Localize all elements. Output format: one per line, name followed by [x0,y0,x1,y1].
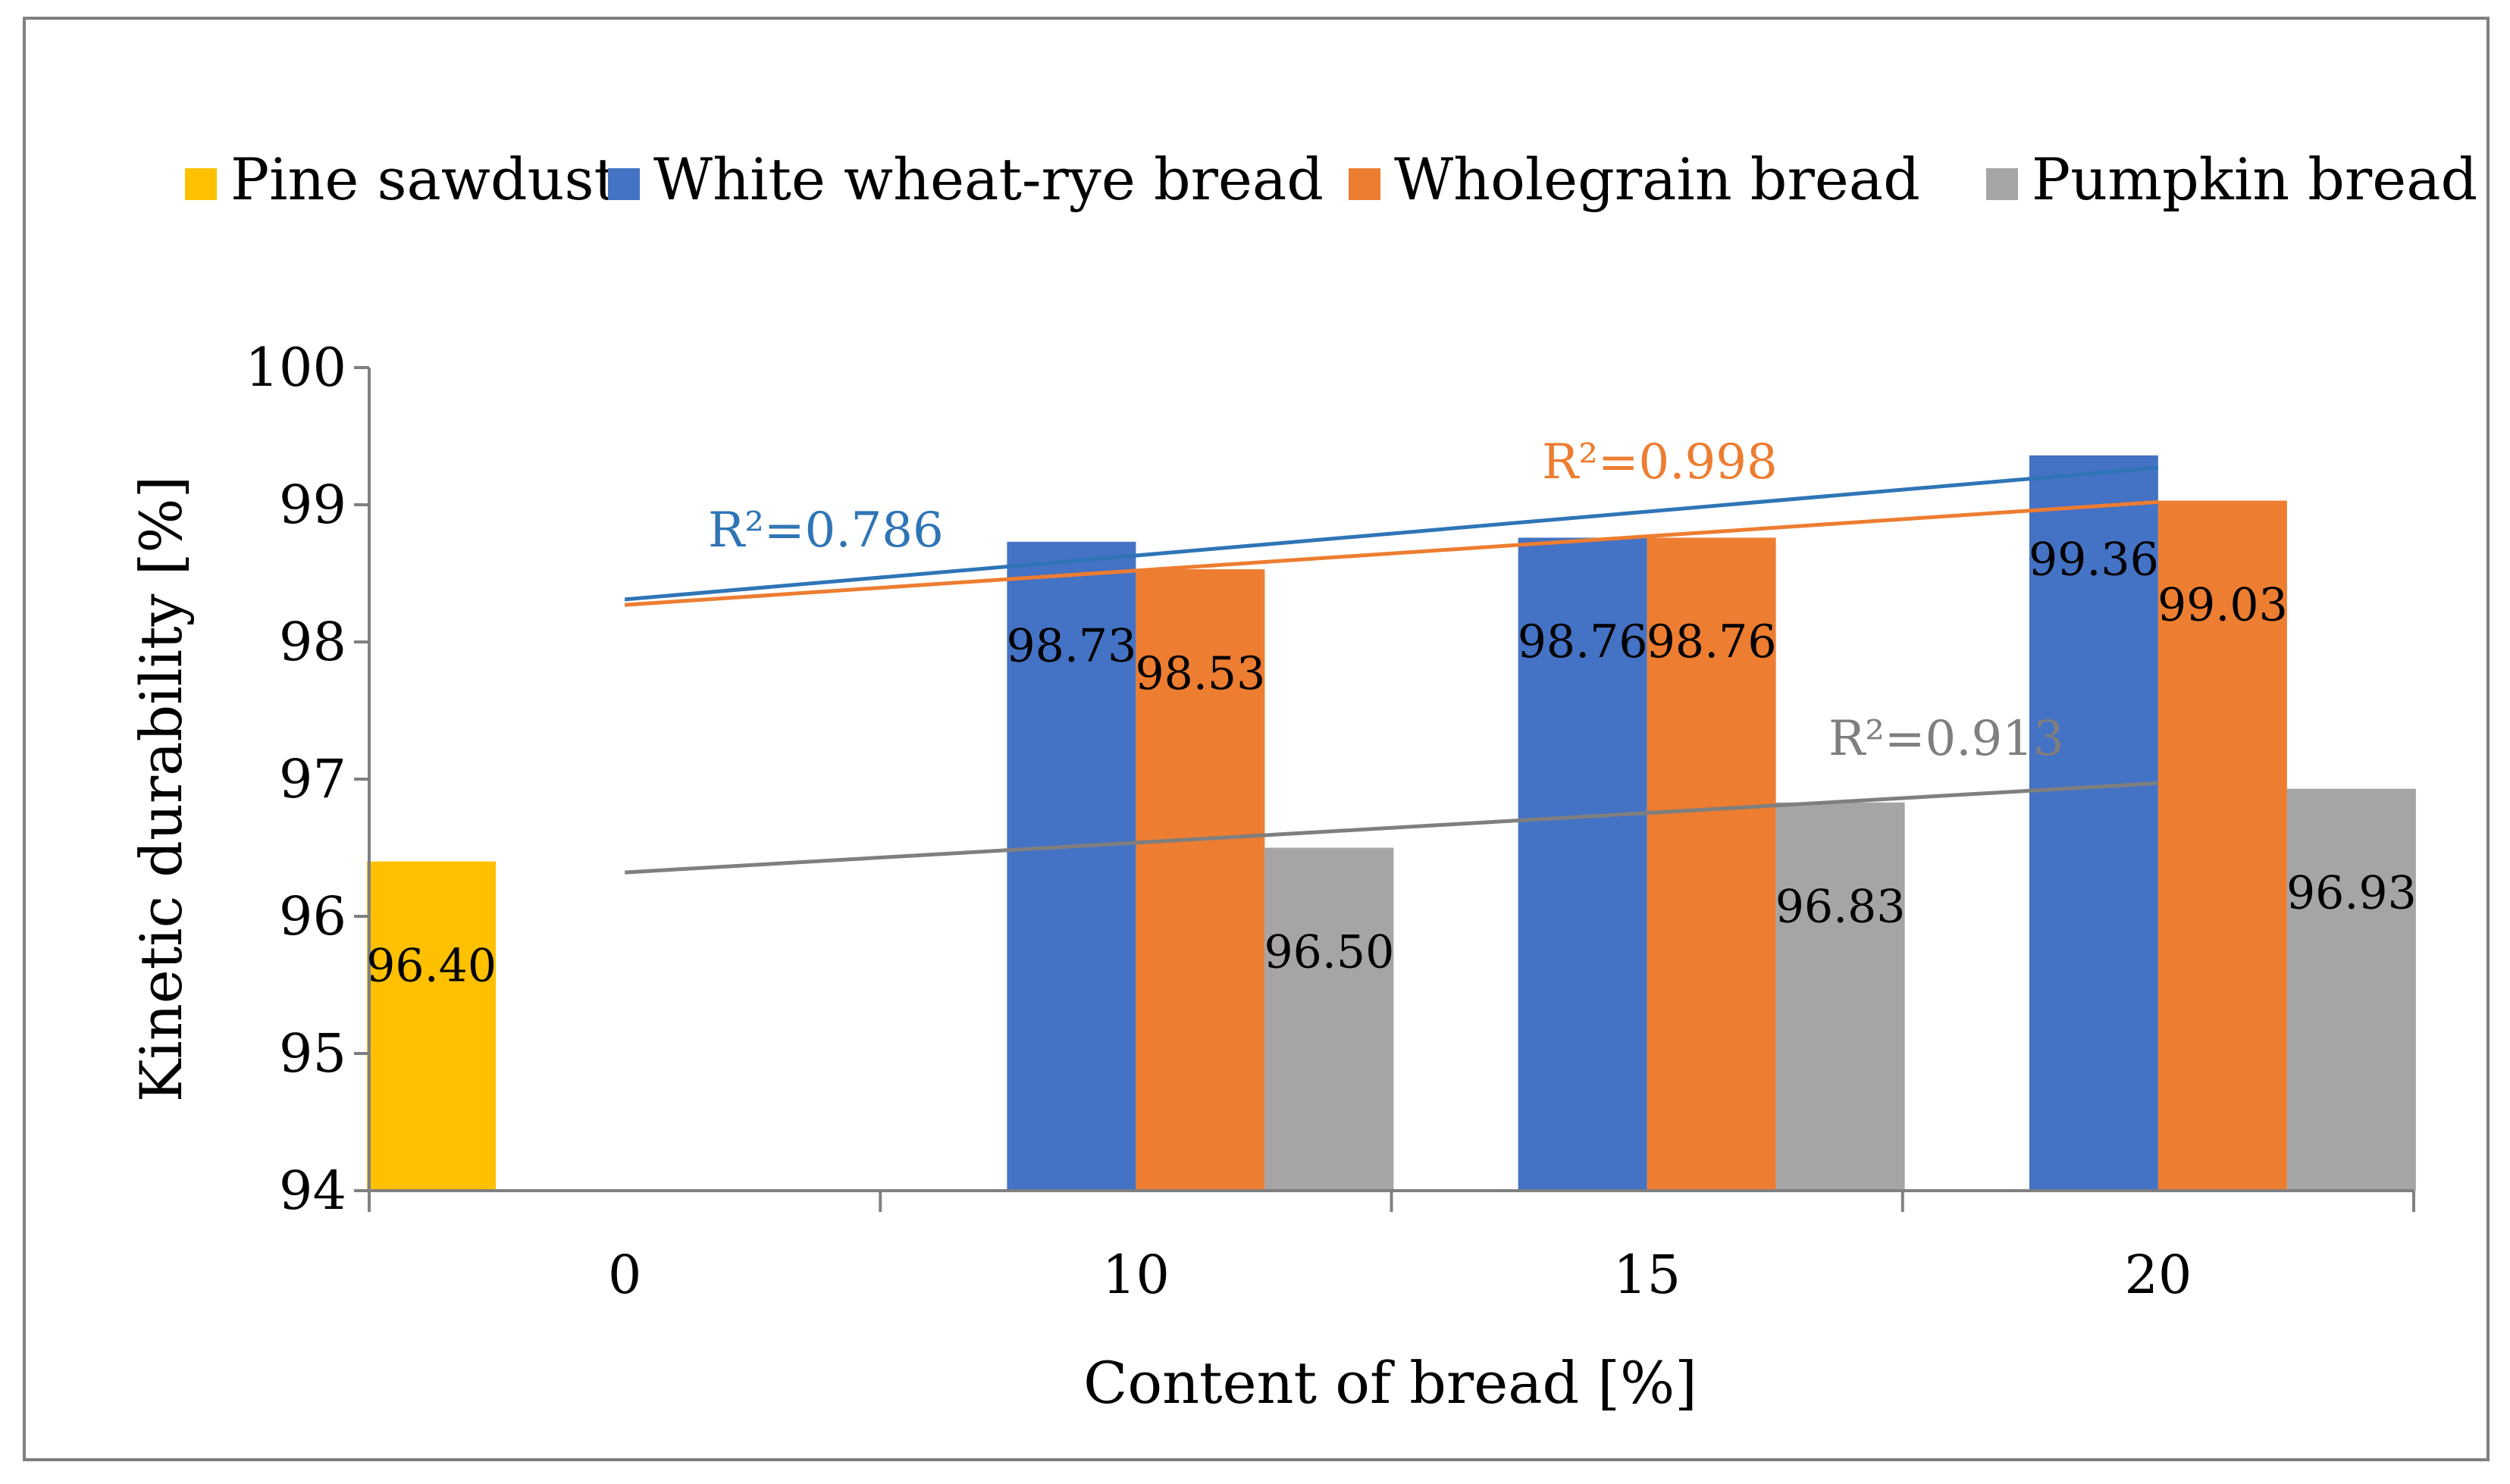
legend-swatch-white-wheat-rye-bread [608,168,640,200]
legend-swatch-pine-sawdust [185,168,217,200]
y-tick-label-99: 99 [279,474,346,536]
chart-svg: Pine sawdust White wheat-rye bread Wholegr… [127,146,2477,1417]
bar-white-wheat-rye-bread-10 [1007,541,1136,1191]
bar-white-wheat-rye-bread-15 [1518,537,1647,1191]
axes: 94 95 96 97 98 99 100 0 10 15 20 [245,337,2415,1306]
y-axis-title: Kinetic durability [%] [127,476,195,1103]
legend-swatch-wholegrain-bread [1349,168,1380,200]
trendline-wholegrain-bread [624,499,2159,607]
y-tick-label-98: 98 [279,611,346,673]
legend: Pine sawdust White wheat-rye bread Wholegr… [185,146,2477,213]
trendline-white-wheat-rye-bread [624,465,2159,602]
legend-label-white-wheat-rye-bread: White wheat-rye bread [653,146,1324,213]
trendlines: R²=0.786 R²=0.998 R²=0.913 [624,434,2159,875]
x-tick-label-20: 20 [2124,1244,2192,1306]
trendline-label-pumpkin-bread: R²=0.913 [1828,711,2064,767]
trendline-pumpkin-bread [624,781,2159,875]
x-tick-label-10: 10 [1102,1244,1170,1306]
data-label-pumpkin-bread-20: 96.93 [2286,866,2417,919]
data-label-pumpkin-bread-10: 96.50 [1264,925,1394,978]
data-label-wholegrain-bread-15: 98.76 [1647,615,1777,668]
data-label-white-wheat-rye-bread-15: 98.76 [1518,615,1648,668]
bar-wholegrain-bread-10 [1136,569,1265,1191]
legend-label-pumpkin-bread: Pumpkin bread [2032,146,2477,213]
trendline-label-white-wheat-rye-bread: R²=0.786 [708,502,944,559]
bar-pumpkin-bread-15 [1775,802,1905,1191]
x-axis-title: Content of bread [%] [1083,1349,1697,1417]
x-tick-label-15: 15 [1613,1244,1681,1306]
legend-label-wholegrain-bread: Wholegrain bread [1394,146,1920,213]
legend-swatch-pumpkin-bread [1986,168,2018,200]
data-label-pumpkin-bread-15: 96.83 [1775,881,1906,934]
legend-label-pine-sawdust: Pine sawdust [230,146,617,213]
bar-pumpkin-bread-10 [1264,847,1394,1191]
data-label-white-wheat-rye-bread-20: 99.36 [2029,534,2159,587]
bar-pumpkin-bread-20 [2286,788,2416,1191]
y-tick-label-100: 100 [245,337,346,399]
bar-pine-sawdust-0 [367,861,497,1191]
bar-wholegrain-bread-20 [2157,500,2287,1191]
data-label-wholegrain-bread-20: 99.03 [2157,578,2288,631]
bars [367,455,2416,1191]
bar-white-wheat-rye-bread-20 [2029,455,2158,1191]
y-tick-label-94: 94 [279,1160,346,1222]
chart-frame: Pine sawdust White wheat-rye bread Wholegr… [23,17,2490,1461]
data-label-pine-sawdust-0: 96.40 [366,939,497,992]
x-tick-label-0: 0 [608,1244,642,1306]
y-tick-label-95: 95 [279,1022,346,1085]
bar-wholegrain-bread-15 [1647,537,1776,1191]
y-tick-label-97: 97 [279,748,346,810]
data-label-white-wheat-rye-bread-10: 98.73 [1006,620,1136,673]
trendline-label-wholegrain-bread: R²=0.998 [1542,434,1778,490]
y-tick-label-96: 96 [279,885,346,947]
data-label-wholegrain-bread-10: 98.53 [1135,647,1265,700]
